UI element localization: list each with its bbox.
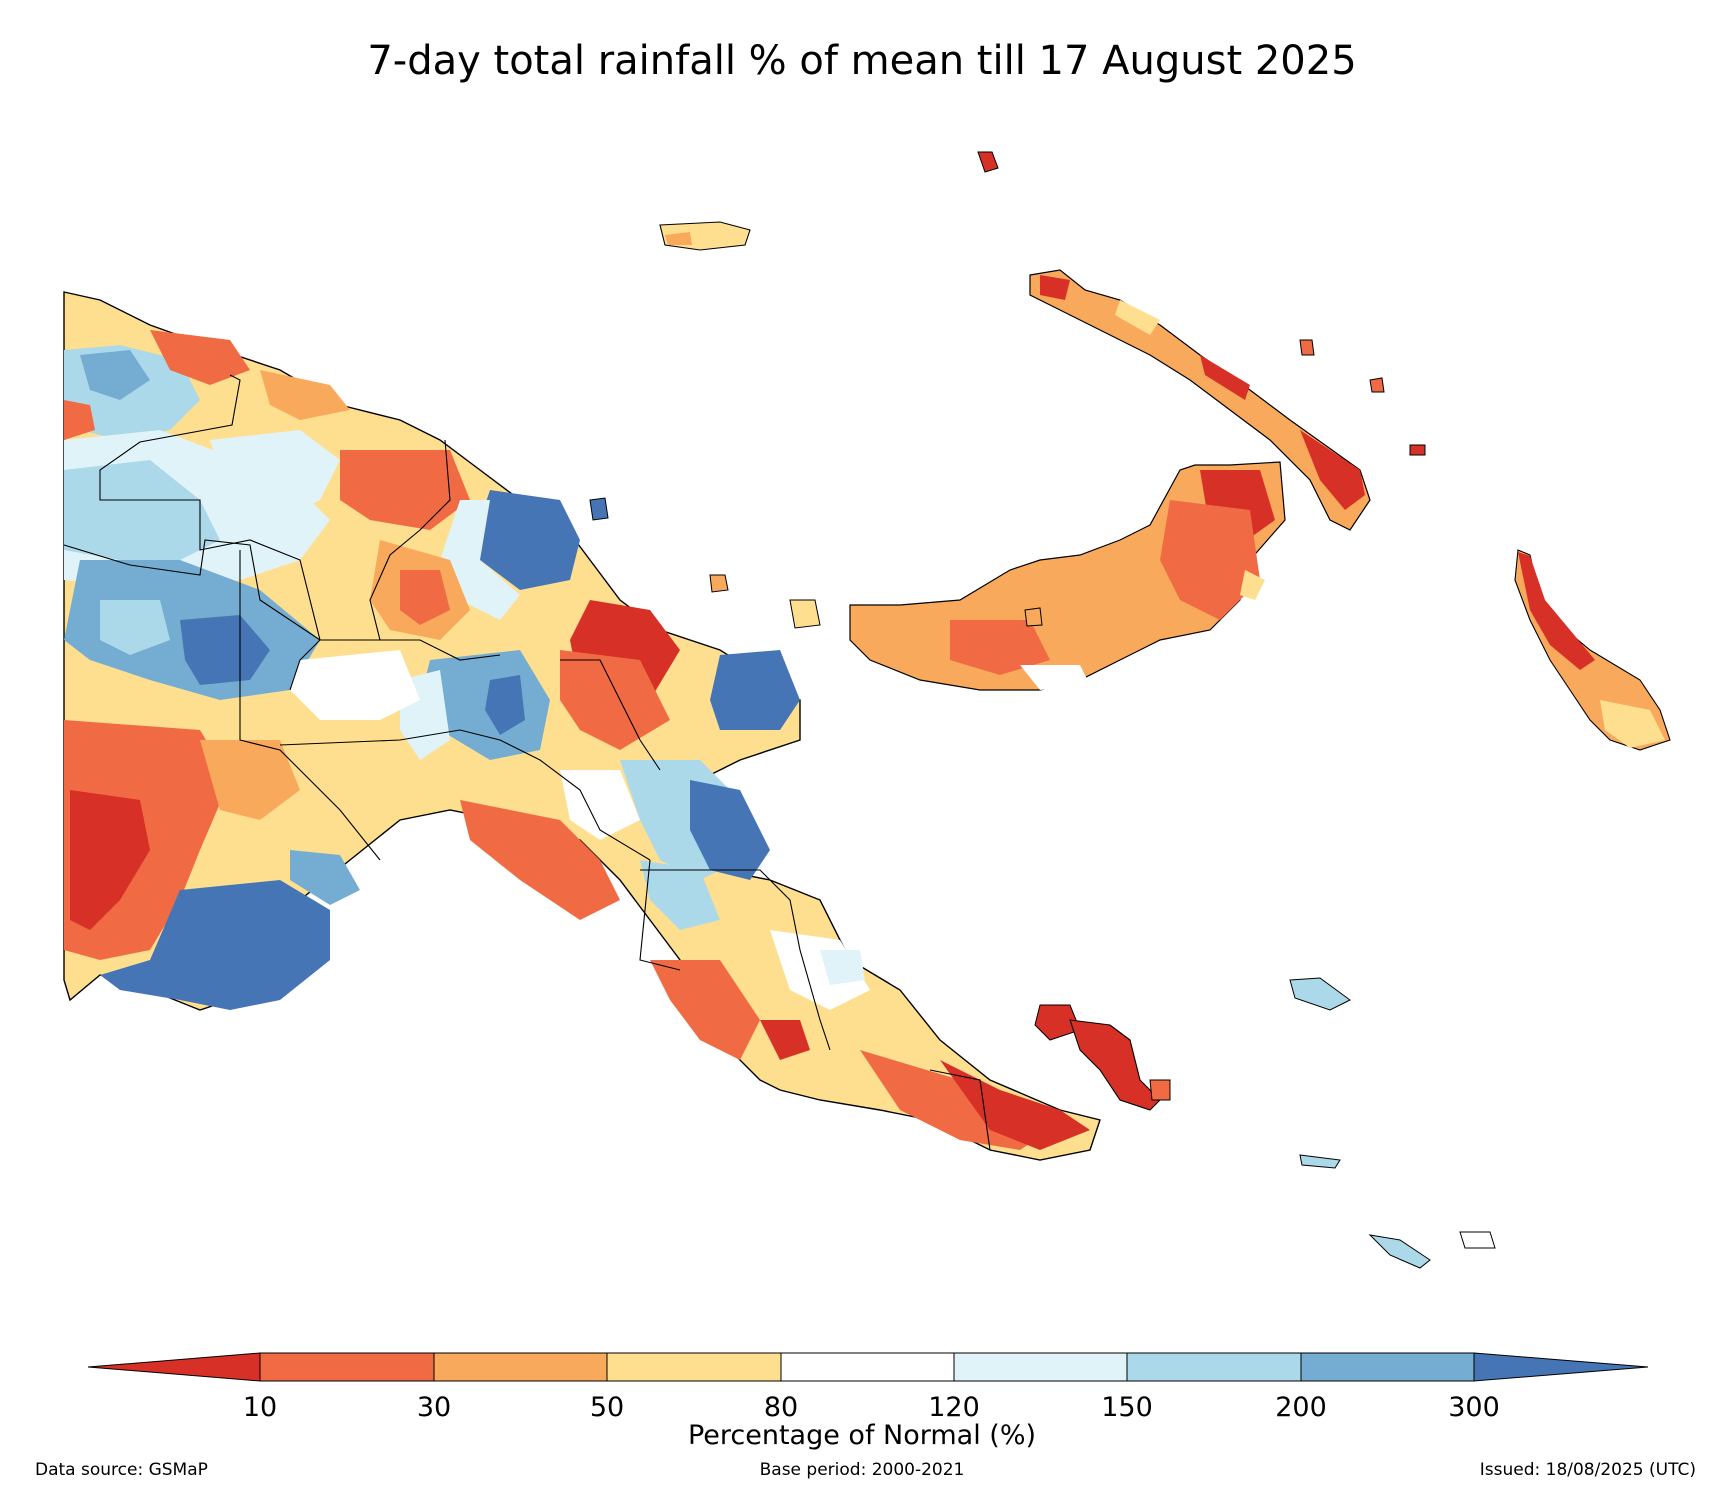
island-trobriand-red [1034,1004,1081,1041]
island-umboi-small [709,574,729,593]
region-lightblue-oro [820,950,865,985]
island-rossel [1459,1231,1496,1249]
manus-orange [665,232,692,245]
region-orange-southcoast [460,800,620,920]
boundary-sepik-madang [369,439,451,641]
boundary-western-gulf [239,550,381,861]
region-orange-sepik-mid [400,570,450,625]
region-darkblue-center-west [180,615,270,685]
colorbar-tick-30: 30 [416,1392,452,1423]
colorbar-30-50 [433,1352,608,1382]
colorbar [87,1352,1649,1382]
island-misima [1299,1154,1341,1169]
region-orange-madang [560,650,670,750]
colorbar-80-120 [780,1352,955,1382]
region-orange-north [150,330,250,385]
colorbar-120-150 [953,1352,1128,1382]
colorbar-gt300 [1473,1352,1649,1382]
new-ireland [1029,269,1371,531]
colorbar-tick-50: 50 [589,1392,625,1423]
new-britain [849,461,1286,691]
island-dentrecasteaux-2 [1149,1079,1171,1101]
island-dentrecasteaux [1069,1019,1161,1111]
issued-date: Issued: 18/08/2025 (UTC) [1479,1460,1696,1480]
region-darkblue-sepik-coast [480,490,580,590]
province-boundaries [63,374,991,1151]
new-britain-yellow-tip [1240,570,1265,600]
region-orange-north-2 [260,370,350,420]
island-lihir [1369,377,1385,393]
region-orange-southwest-2 [200,740,300,820]
island-woodlark [1289,977,1351,1011]
island-feni [1409,444,1426,456]
boundary-morobe [640,869,831,1051]
boundary-enga [63,539,501,661]
region-blue-southfly-coast [290,850,360,905]
island-karkar [589,497,609,521]
boundary-madang-morobe [560,659,661,771]
boundary-oro-central [929,1069,991,1151]
new-britain-orange-east [1160,500,1260,620]
colorbar-50-80 [606,1352,782,1382]
map-title: 7-day total rainfall % of mean till 17 A… [367,38,1357,84]
colorbar-tick-80: 80 [763,1392,799,1423]
rainfall-map [63,151,1671,1269]
region-red-southcoast [760,1020,810,1060]
island-long [789,599,821,629]
region-lightblue-northcentral [210,430,340,520]
region-white-central-2 [560,770,640,840]
region-red-southwest [70,790,150,930]
region-blue-northwest-2 [80,350,150,400]
colorbar-tick-150: 150 [1101,1392,1153,1423]
region-blue-morobe-inland [640,860,720,930]
bougainville-yellow [1600,700,1665,748]
new-britain-white-south [1020,665,1090,690]
boundary-gulf-central [639,859,681,971]
region-darkblue-southfly [100,880,330,1010]
region-darkblue-madang-coast [710,650,800,730]
new-britain-orange-mid [950,620,1050,675]
colorbar-10-30 [259,1352,435,1382]
colorbar-tick-300: 300 [1448,1392,1500,1423]
colorbar-tick-10: 10 [242,1392,278,1423]
new-ireland-red-south [1300,430,1365,510]
island-louisiade [1368,1234,1431,1269]
mainland-new-guinea [63,291,1101,1161]
colorbar-lt10 [87,1352,261,1382]
new-ireland-yellow [1115,300,1160,335]
boundary-sandaun-east-sepik [99,374,321,691]
region-darkblue-highlands [485,675,525,735]
new-ireland-red-north [1040,275,1070,300]
new-ireland-red-mid [1200,355,1250,400]
manus-island [659,221,751,251]
colorbar-title: Percentage of Normal (%) [687,1420,1037,1451]
region-white-central [290,650,420,720]
data-source: Data source: GSMaP [35,1460,208,1480]
colorbar-150-200 [1126,1352,1302,1382]
colorbar-tick-120: 120 [928,1392,980,1423]
region-orange-northcentral [340,450,470,530]
region-orange-west [64,400,95,440]
boundary-highlands-south [279,729,651,861]
colorbar-tick-200: 200 [1275,1392,1327,1423]
region-blue-inner [100,600,170,655]
region-red-papuan-tip [940,1060,1090,1150]
bougainville-red [1518,552,1595,670]
region-darkblue-morobe [690,780,770,880]
region-blue-west [64,460,220,560]
region-orange-southcoast-2 [650,960,760,1060]
island-witu-orange [1024,607,1043,627]
base-period: Base period: 2000-2021 [759,1460,965,1480]
colorbar-200-300 [1300,1352,1475,1382]
island-tabar [1299,339,1315,356]
island-north-small-red [977,151,999,173]
